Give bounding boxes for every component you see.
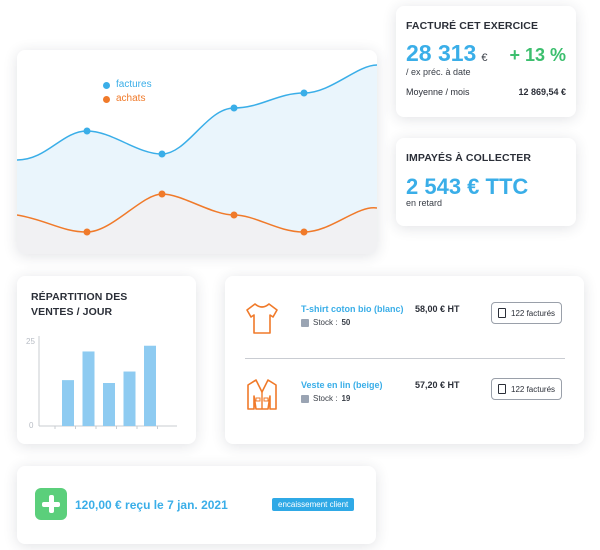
- kpi-amount: 28 313: [406, 40, 477, 66]
- legend-item-factures: factures: [103, 78, 152, 92]
- sales-per-day-card: 25 0 RÉPARTITION DES VENTES / JOUR: [17, 276, 196, 444]
- legend-label-achats: achats: [116, 93, 146, 104]
- product-stock: Stock : 50: [301, 318, 350, 327]
- document-icon: [498, 308, 506, 318]
- factures-area: [17, 65, 377, 254]
- kpi-title: FACTURÉ CET EXERCICE: [406, 20, 539, 32]
- document-icon: [498, 384, 506, 394]
- kpi-average-row: Moyenne / mois 12 869,54 €: [406, 87, 566, 97]
- payment-text: 120,00 € reçu le 7 jan. 2021: [75, 498, 228, 512]
- invoiced-count: 122 facturés: [511, 384, 556, 394]
- product-row[interactable]: T-shirt coton bio (blanc) Stock : 50 58,…: [225, 300, 584, 340]
- invoiced-count-button[interactable]: 122 facturés: [491, 378, 563, 400]
- legend-dot-factures: [103, 81, 110, 89]
- achats-point: [300, 228, 308, 236]
- payment-badge: encaissement client: [272, 498, 355, 511]
- revenue-line-chart: factures achats: [17, 50, 377, 254]
- product-name[interactable]: T-shirt coton bio (blanc): [301, 304, 404, 314]
- bar: [62, 380, 74, 426]
- achats-point: [158, 190, 166, 198]
- product-row[interactable]: Veste en lin (beige) Stock : 19 57,20 € …: [225, 376, 584, 416]
- achats-point: [83, 228, 91, 236]
- bar-chart-svg: 25 0: [26, 336, 177, 430]
- product-price: 57,20 € HT: [415, 380, 460, 390]
- product-stock: Stock : 19: [301, 394, 350, 403]
- divider: [245, 358, 565, 359]
- legend-item-achats: achats: [103, 92, 152, 106]
- bar: [82, 351, 95, 426]
- legend-label-factures: factures: [116, 79, 152, 90]
- invoiced-kpi-card: FACTURÉ CET EXERCICE 28 313 € + 13 % / e…: [396, 6, 576, 117]
- jacket-icon: [247, 379, 277, 410]
- bar: [103, 383, 115, 426]
- factures-point: [83, 127, 91, 135]
- legend-dot-achats: [103, 95, 110, 103]
- kpi-change: + 13 %: [509, 45, 566, 65]
- unpaid-title: IMPAYÉS À COLLECTER: [406, 152, 531, 164]
- y-tick-label: 0: [29, 421, 34, 430]
- stock-label: Stock :: [313, 318, 338, 327]
- achats-area: [17, 194, 377, 254]
- payment-notification-card: 120,00 € reçu le 7 jan. 2021 encaissemen…: [17, 466, 376, 544]
- stock-label: Stock :: [313, 394, 338, 403]
- kpi-currency: €: [481, 52, 488, 64]
- repartition-title: RÉPARTITION DES VENTES / JOUR: [31, 291, 128, 318]
- stock-value: 50: [341, 318, 351, 327]
- kpi-average-label: Moyenne / mois: [406, 87, 470, 97]
- invoiced-count: 122 facturés: [511, 308, 556, 318]
- line-chart-svg: [17, 64, 377, 254]
- factures-point: [300, 89, 308, 97]
- factures-line: [17, 64, 377, 161]
- stock-value: 19: [341, 394, 351, 403]
- unpaid-amount: 2 543 € TTC: [406, 174, 529, 199]
- unpaid-card: IMPAYÉS À COLLECTER 2 543 € TTC en retar…: [396, 138, 576, 226]
- bar: [123, 371, 136, 426]
- y-tick-label: 25: [26, 337, 35, 346]
- box-icon: [301, 318, 309, 327]
- products-card: T-shirt coton bio (blanc) Stock : 50 58,…: [225, 276, 584, 444]
- product-price: 58,00 € HT: [415, 304, 460, 314]
- bar: [144, 345, 156, 426]
- factures-point: [230, 104, 238, 112]
- invoiced-count-button[interactable]: 122 facturés: [491, 302, 563, 324]
- factures-point: [158, 150, 166, 158]
- achats-point: [230, 211, 238, 219]
- unpaid-sub: en retard: [406, 198, 443, 208]
- plus-icon: [35, 488, 67, 520]
- chart-legend: factures achats: [103, 78, 152, 106]
- product-name[interactable]: Veste en lin (beige): [301, 380, 383, 390]
- kpi-average-value: 12 869,54 €: [518, 87, 566, 97]
- kpi-amount-row: 28 313 € + 13 %: [406, 40, 566, 67]
- kpi-sub: / ex préc. à date: [406, 67, 471, 77]
- tshirt-icon: [246, 303, 278, 334]
- box-icon: [301, 394, 309, 403]
- achats-line: [17, 193, 377, 233]
